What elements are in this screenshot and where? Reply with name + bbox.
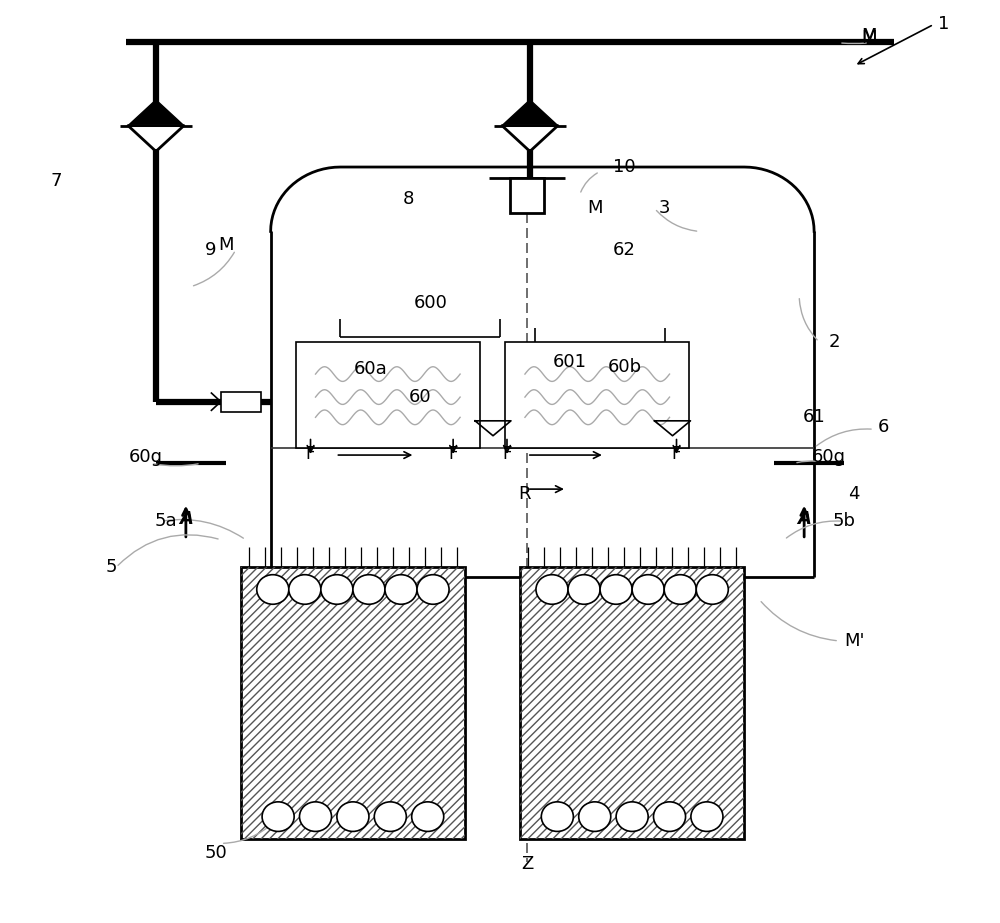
Text: 60g: 60g <box>129 448 163 466</box>
Text: 600: 600 <box>413 294 447 312</box>
Bar <box>510 178 544 213</box>
Text: M': M' <box>844 632 864 650</box>
Text: 10: 10 <box>613 158 636 176</box>
Circle shape <box>385 575 417 605</box>
Text: 9: 9 <box>205 241 217 258</box>
Circle shape <box>691 802 723 832</box>
Circle shape <box>374 802 406 832</box>
Text: 8: 8 <box>403 190 414 209</box>
Text: 3: 3 <box>659 199 670 218</box>
Bar <box>520 568 744 839</box>
Polygon shape <box>502 126 558 151</box>
Text: 2: 2 <box>828 333 840 351</box>
Text: M: M <box>587 199 602 218</box>
Text: R: R <box>519 485 531 503</box>
Text: M: M <box>861 28 877 45</box>
Circle shape <box>299 802 332 832</box>
Circle shape <box>541 802 573 832</box>
Text: 50: 50 <box>204 844 227 861</box>
Bar <box>241 568 465 839</box>
Text: 6: 6 <box>878 417 890 436</box>
Circle shape <box>654 802 686 832</box>
Circle shape <box>696 575 728 605</box>
Text: 601: 601 <box>553 354 587 371</box>
Polygon shape <box>502 100 558 126</box>
Text: A: A <box>179 510 193 529</box>
Bar <box>505 342 689 448</box>
Circle shape <box>289 575 321 605</box>
Circle shape <box>568 575 600 605</box>
Circle shape <box>412 802 444 832</box>
Circle shape <box>616 802 648 832</box>
Text: Z: Z <box>521 855 533 872</box>
Circle shape <box>353 575 385 605</box>
Bar <box>221 391 261 412</box>
Text: 60a: 60a <box>353 361 387 378</box>
Text: 5: 5 <box>105 558 117 576</box>
Circle shape <box>417 575 449 605</box>
Text: 60g: 60g <box>812 448 846 466</box>
Text: M: M <box>861 30 877 47</box>
Text: 60b: 60b <box>608 358 642 376</box>
Polygon shape <box>128 100 184 126</box>
Bar <box>296 342 480 448</box>
Text: 62: 62 <box>613 241 636 258</box>
Circle shape <box>664 575 696 605</box>
Circle shape <box>536 575 568 605</box>
Text: 1: 1 <box>938 16 949 33</box>
Text: 7: 7 <box>50 172 62 190</box>
Text: F: F <box>306 445 315 463</box>
Bar <box>241 568 465 839</box>
Text: F: F <box>502 445 512 463</box>
Circle shape <box>337 802 369 832</box>
Text: F: F <box>448 445 458 463</box>
Circle shape <box>321 575 353 605</box>
Circle shape <box>257 575 289 605</box>
Circle shape <box>579 802 611 832</box>
Text: 5b: 5b <box>833 512 856 531</box>
Text: 61: 61 <box>803 408 825 426</box>
Polygon shape <box>128 126 184 151</box>
Text: 5a: 5a <box>155 512 177 531</box>
Text: 60: 60 <box>409 388 432 406</box>
Text: A: A <box>797 510 811 529</box>
Circle shape <box>262 802 294 832</box>
Circle shape <box>600 575 632 605</box>
Text: F: F <box>672 445 681 463</box>
Text: 4: 4 <box>848 485 860 503</box>
Text: M: M <box>218 236 234 254</box>
Circle shape <box>632 575 664 605</box>
Bar <box>520 568 744 839</box>
